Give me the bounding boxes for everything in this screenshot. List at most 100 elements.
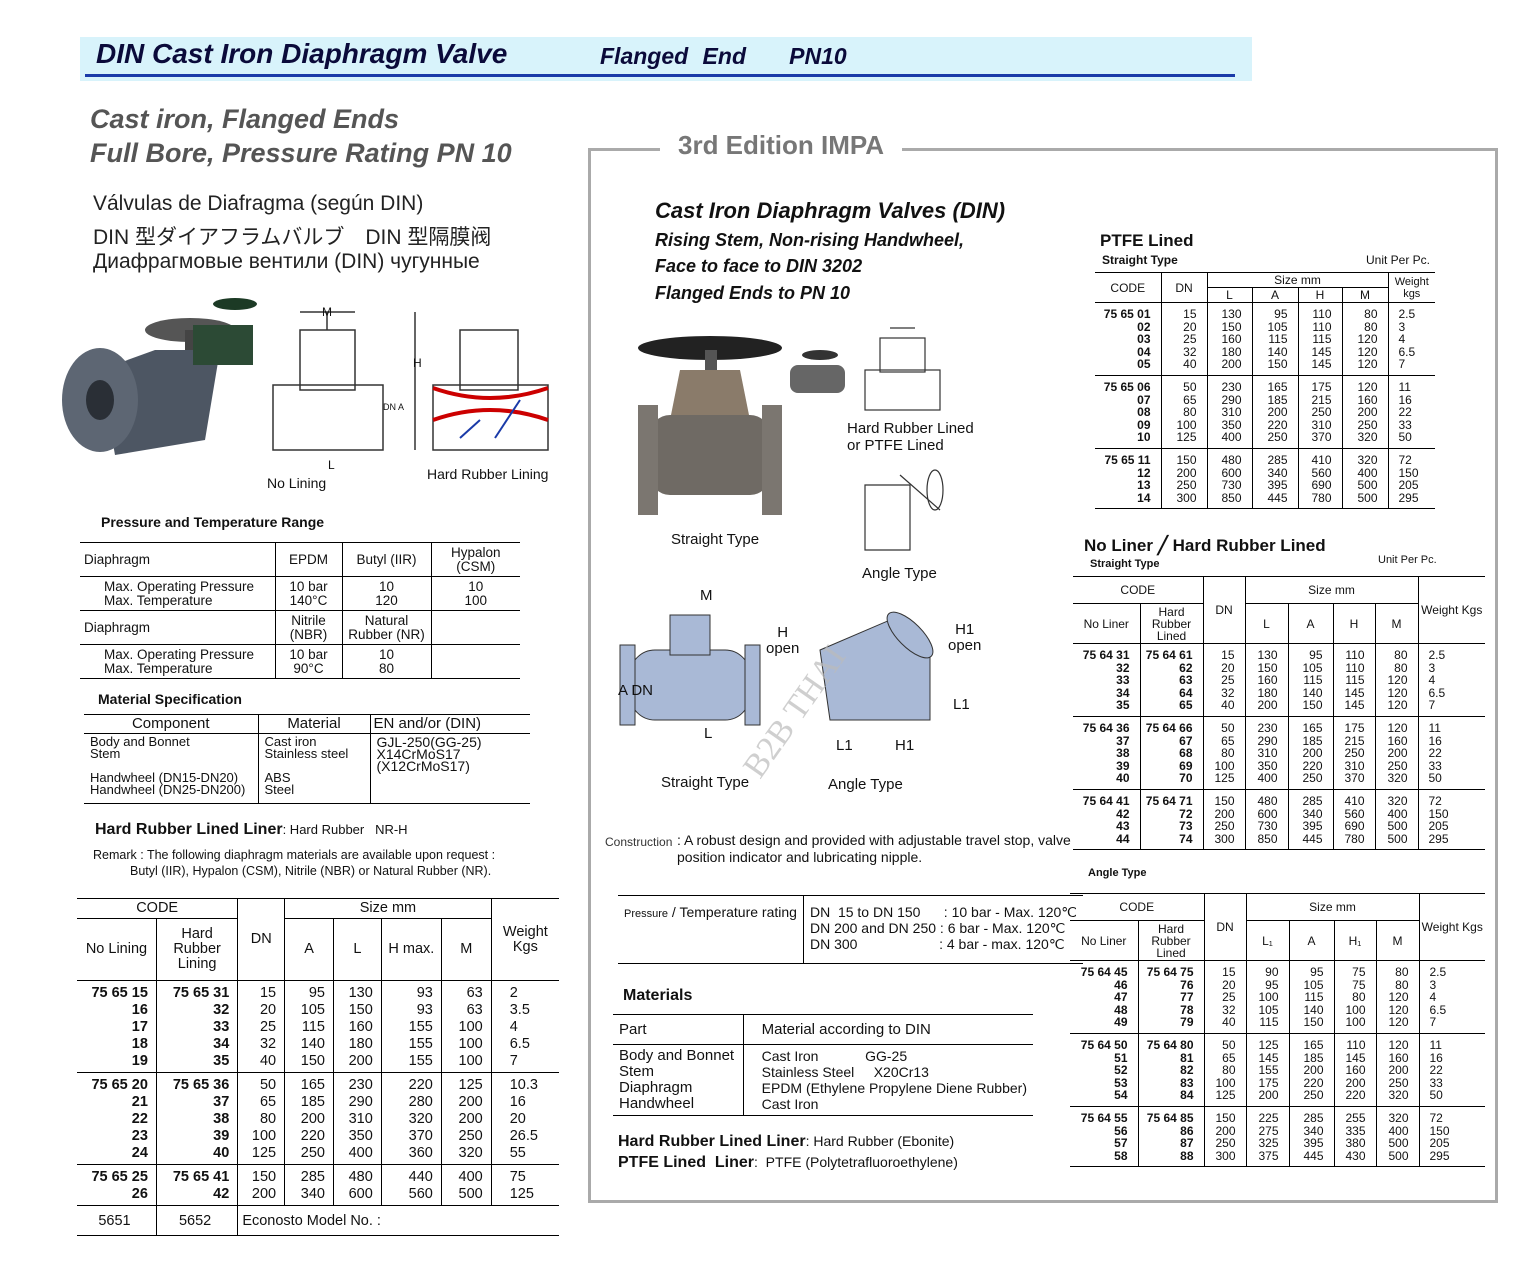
cell-value: 440 <box>408 1169 433 1185</box>
value-cell: 15 20 25 32 40 <box>237 980 286 1073</box>
cell-value: 100 <box>1345 1002 1366 1017</box>
cell-value: 3 <box>1428 660 1436 675</box>
header-l: L <box>1244 603 1289 644</box>
hard-rubber-liner-line: Hard Rubber Lined Liner: Hard Rubber (Eb… <box>618 1133 954 1151</box>
value-cell: 480 600 730 850 <box>1244 789 1289 851</box>
cell-value: 500 <box>458 1186 483 1202</box>
cell-value: 55 <box>509 1145 526 1161</box>
cell-value: 115 <box>301 1019 325 1035</box>
value-cell: 150 200 250 300 <box>1160 448 1208 510</box>
cell-value: 80 <box>1364 319 1378 334</box>
cell-value: 310 <box>1344 758 1365 773</box>
code-value: 75 64 66 <box>1145 720 1193 735</box>
cell-value: 11 <box>1429 1037 1442 1052</box>
cell-value: 11 <box>1428 720 1441 735</box>
value-cell: 410 560 690 780 <box>1297 448 1343 510</box>
header-m: M <box>1341 287 1388 303</box>
cell-value: 32 <box>1222 1002 1236 1017</box>
no-lining-caption: No Lining <box>267 475 327 491</box>
cell-value: 25 <box>1221 673 1235 688</box>
cell-value: 145 <box>1311 344 1332 359</box>
cell-value: 100 <box>1215 1075 1236 1090</box>
header-a: A <box>1287 603 1334 644</box>
value-cell: 90 95 100 105 115 <box>1245 960 1290 1034</box>
table-row-group: 75 65 20 21 22 23 24 75 65 36 37 38 39 40 50 65 80 10… <box>77 1072 559 1165</box>
cell-value: 80 <box>1222 1063 1236 1078</box>
liner2-label: PTFE Lined Liner <box>618 1154 755 1171</box>
cell-value: 100 <box>1345 1015 1366 1030</box>
value-cell: 400 500 <box>440 1164 492 1206</box>
cell-value: 200 <box>458 1094 483 1110</box>
code-value: 40 <box>1116 771 1130 786</box>
cell-value: 22 <box>1398 405 1412 420</box>
cell-value: 480 <box>1221 452 1242 467</box>
cell-value: 215 <box>1311 392 1332 407</box>
cell-value: 600 <box>1221 465 1242 480</box>
hard-rubber-liner-note: Hard Rubber Lined Liner: Hard Rubber NR-… <box>95 821 408 839</box>
japanese-chinese-title: DIN 型ダイアフラムバルブ DIN 型隔膜阀 <box>93 226 492 249</box>
cell-value: 63 <box>466 985 483 1001</box>
cell-value: 125 <box>251 1145 277 1161</box>
cell-value: 125 <box>1258 1037 1279 1052</box>
cell-value: 125 <box>1215 1088 1236 1103</box>
no-lining-drawing <box>272 311 416 451</box>
code-value: 53 <box>1114 1075 1128 1090</box>
code-value: 39 <box>213 1128 230 1144</box>
pressure-value: 10 120 <box>341 576 431 611</box>
cell-value: 320 <box>408 1111 433 1127</box>
page-title: DIN Cast Iron Diaphragm Valve <box>96 38 508 69</box>
header-a: A <box>1288 920 1335 961</box>
pressure-value: 10 bar 90°C <box>274 644 342 679</box>
code-cell: 75 65 41 42 <box>155 1164 239 1206</box>
weight-cell: 72 150 205 295 <box>1387 448 1435 510</box>
code-value: 70 <box>1179 771 1193 786</box>
value-cell: 130 150 160 180 200 <box>1244 643 1289 717</box>
cell-value: 80 <box>1221 746 1235 761</box>
weight-cell: 72 150 205 295 <box>1417 789 1485 851</box>
cell-value: 25 <box>259 1019 277 1035</box>
parts-cell: Body and Bonnet Stem Diaphragm Handwheel <box>619 1047 735 1112</box>
cell-value: 100 <box>458 1053 483 1069</box>
cell-value: 7 <box>509 1053 518 1069</box>
code-cell: 75 64 75 76 77 78 79 <box>1137 960 1205 1034</box>
cell-value: 120 <box>1357 344 1378 359</box>
cell-value: 80 <box>1395 977 1409 992</box>
temperature-rating-label: / Temperature rating <box>668 904 797 920</box>
cell-value: 115 <box>1259 1015 1279 1030</box>
pressure-small-label: Pressure <box>624 908 669 920</box>
code-cell: 75 64 50 51 52 53 54 <box>1070 1033 1139 1107</box>
cell-value: 6.5 <box>509 1036 530 1052</box>
weight-cell: 11 16 22 33 50 <box>1417 716 1485 790</box>
cell-value: 150 <box>1302 698 1323 713</box>
value-cell: 410 560 690 780 <box>1332 789 1376 851</box>
code-value: 35 <box>1116 698 1130 713</box>
value-cell: 130 150 160 180 200 <box>332 980 382 1073</box>
cell-value: 320 <box>1387 771 1408 786</box>
cell-value: 100 <box>1258 990 1279 1005</box>
cell-value: 230 <box>348 1077 373 1093</box>
cell-value: 105 <box>1267 319 1288 334</box>
cell-value: 175 <box>1258 1075 1279 1090</box>
cell-value: 185 <box>1267 392 1288 407</box>
cell-value: 220 <box>1302 758 1323 773</box>
code-value: 09 <box>1137 417 1151 432</box>
cell-value: 105 <box>1303 977 1324 992</box>
page-subtitle: Flanged End PN10 <box>600 43 847 69</box>
cell-value: 410 <box>1344 793 1365 808</box>
value-cell: 285 340 395 445 <box>1287 789 1334 851</box>
cell-value: 125 <box>1176 430 1197 445</box>
code-value: 88 <box>1180 1148 1194 1163</box>
code-value: 34 <box>213 1036 230 1052</box>
left-subtitle-2: Full Bore, Pressure Rating PN 10 <box>90 138 512 168</box>
code-value: 75 65 25 <box>91 1169 148 1185</box>
code-value: 46 <box>1114 977 1128 992</box>
cell-value: 120 <box>1388 1002 1409 1017</box>
code-value: 75 64 41 <box>1082 793 1130 808</box>
code-cell: 75 64 71 72 73 74 <box>1139 789 1204 851</box>
cell-value: 300 <box>1215 1148 1236 1163</box>
liner1-label: Hard Rubber Lined Liner <box>618 1133 806 1150</box>
pressure-value <box>430 610 520 645</box>
cell-value: 75 <box>1352 977 1366 992</box>
code-value: 16 <box>131 1002 148 1018</box>
code-value: 75 64 71 <box>1145 793 1193 808</box>
